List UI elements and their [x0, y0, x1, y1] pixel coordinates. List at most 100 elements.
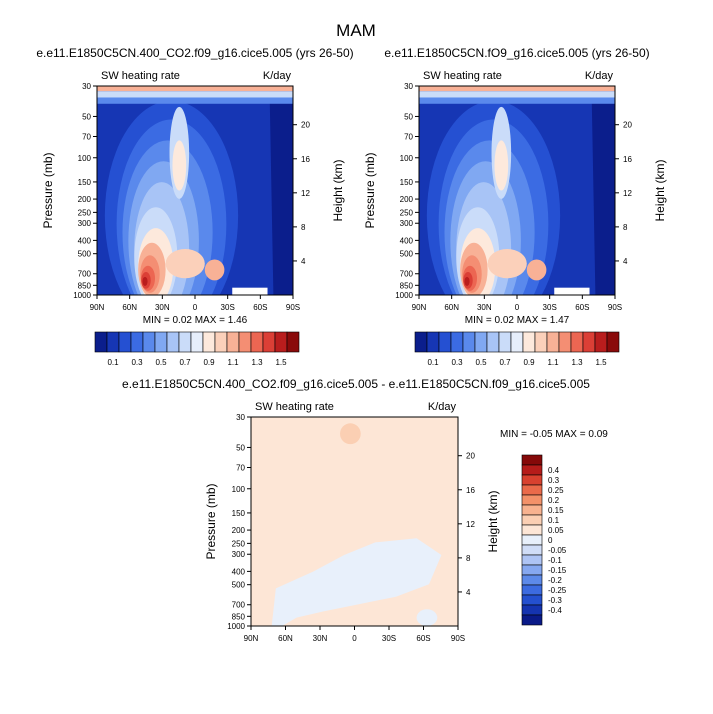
y-tick-label: 500: [78, 250, 92, 259]
variable-label: SW heating rate: [423, 70, 502, 82]
colorbar-box: [106, 331, 120, 353]
colorbar-box: [521, 474, 543, 486]
colorbar-box: [521, 584, 543, 596]
y-right-axis-label: Height (km): [331, 159, 345, 221]
y-right-axis-label: Height (km): [653, 159, 667, 221]
y-right-tick-label: 4: [466, 588, 471, 597]
colorbar-box: [606, 331, 620, 353]
colorbar-label: 1.1: [547, 358, 559, 367]
colorbar: 0.1 0.3 0.5 0.7 0.9 1.1 1.3 1.5: [414, 331, 620, 367]
x-tick-label: 90S: [451, 634, 465, 643]
x-tick-label: 30N: [313, 634, 328, 643]
colorbar-box: [594, 331, 608, 353]
colorbar-box: [274, 331, 288, 353]
units-label: K/day: [263, 70, 292, 82]
colorbar-box: [450, 331, 464, 353]
x-tick-label: 60N: [122, 303, 137, 312]
colorbar: 0.40.30.250.20.150.10.050-0.05-0.1-0.15-…: [521, 454, 567, 626]
colorbar-box: [521, 604, 543, 616]
x-tick-label: 30N: [477, 303, 492, 312]
colorbar-label: 0.3: [548, 476, 560, 485]
x-tick-label: 0: [193, 303, 198, 312]
x-tick-label: 0: [352, 634, 357, 643]
colorbar-box: [546, 331, 560, 353]
y-tick-label: 50: [236, 443, 245, 452]
y-tick-label: 100: [78, 154, 92, 163]
colorbar-label: 0.25: [548, 486, 564, 495]
colorbar-box: [178, 331, 192, 353]
panel-control: e.e11.E1850C5CN.400_CO2.f09_g16.cice5.00…: [36, 46, 353, 367]
heatmap-field: [419, 86, 615, 295]
panel-title: e.e11.E1850C5CN.fO9_g16.cice5.005 (yrs 2…: [384, 46, 649, 60]
colorbar-box: [521, 504, 543, 516]
colorbar-label: -0.05: [548, 546, 567, 555]
units-label: K/day: [428, 401, 457, 413]
y-tick-label: 150: [400, 178, 414, 187]
y-tick-label: 70: [236, 464, 245, 473]
colorbar-label: 0.1: [427, 358, 439, 367]
contour-band: [97, 97, 293, 104]
x-tick-label: 60S: [416, 634, 430, 643]
x-tick-label: 90N: [412, 303, 427, 312]
colorbar-label: 0.1: [107, 358, 119, 367]
y-right-tick-label: 4: [623, 257, 628, 266]
y-tick-label: 400: [78, 236, 92, 245]
missing-data: [232, 287, 268, 295]
colorbar-label: 0.2: [548, 496, 560, 505]
colorbar-box: [534, 331, 548, 353]
panel-title: e.e11.E1850C5CN.400_CO2.f09_g16.cice5.00…: [122, 377, 590, 391]
colorbar-label: 0.3: [131, 358, 143, 367]
colorbar-box: [262, 331, 276, 353]
y-right-tick-label: 12: [466, 520, 475, 529]
contour-band: [526, 259, 547, 281]
variable-label: SW heating rate: [255, 401, 334, 413]
colorbar-box: [521, 564, 543, 576]
stats-text: MIN = 0.02 MAX = 1.47: [465, 315, 570, 326]
y-right-tick-label: 8: [301, 223, 306, 232]
y-tick-label: 200: [400, 195, 414, 204]
y-axis-label: Pressure (mb): [204, 483, 218, 559]
y-tick-label: 150: [78, 178, 92, 187]
y-tick-label: 30: [82, 82, 91, 91]
colorbar-label: -0.1: [548, 556, 562, 565]
y-tick-label: 500: [400, 250, 414, 259]
colorbar-label: 0.9: [203, 358, 215, 367]
colorbar-box: [558, 331, 572, 353]
colorbar-box: [250, 331, 264, 353]
y-tick-label: 70: [82, 133, 91, 142]
y-right-tick-label: 16: [301, 155, 310, 164]
colorbar-label: 0: [548, 536, 553, 545]
panel-difference: e.e11.E1850C5CN.400_CO2.f09_g16.cice5.00…: [122, 377, 608, 643]
contour-band: [97, 91, 293, 98]
colorbar-box: [521, 464, 543, 476]
colorbar-box: [142, 331, 156, 353]
colorbar-label: 1.5: [595, 358, 607, 367]
colorbar-box: [521, 554, 543, 566]
colorbar-label: -0.2: [548, 576, 562, 585]
contour-band: [165, 249, 205, 279]
colorbar-label: 1.1: [227, 358, 239, 367]
y-tick-label: 200: [232, 526, 246, 535]
y-tick-label: 100: [400, 154, 414, 163]
y-tick-label: 300: [400, 219, 414, 228]
x-tick-label: 60N: [444, 303, 459, 312]
colorbar-box: [238, 331, 252, 353]
colorbar-label: 0.7: [179, 358, 191, 367]
x-tick-label: 0: [515, 303, 520, 312]
contour-band: [419, 91, 615, 98]
contour-band: [97, 86, 293, 92]
x-tick-label: 30S: [543, 303, 557, 312]
colorbar-box: [510, 331, 524, 353]
y-tick-label: 1000: [395, 291, 413, 300]
colorbar-box: [521, 514, 543, 526]
y-tick-label: 850: [232, 612, 246, 621]
contour-band: [269, 86, 293, 295]
colorbar-box: [521, 574, 543, 586]
y-tick-label: 700: [78, 270, 92, 279]
x-tick-label: 60S: [575, 303, 589, 312]
y-tick-label: 300: [232, 550, 246, 559]
colorbar-box: [521, 614, 543, 626]
y-right-tick-label: 20: [466, 452, 475, 461]
colorbar-box: [521, 544, 543, 556]
